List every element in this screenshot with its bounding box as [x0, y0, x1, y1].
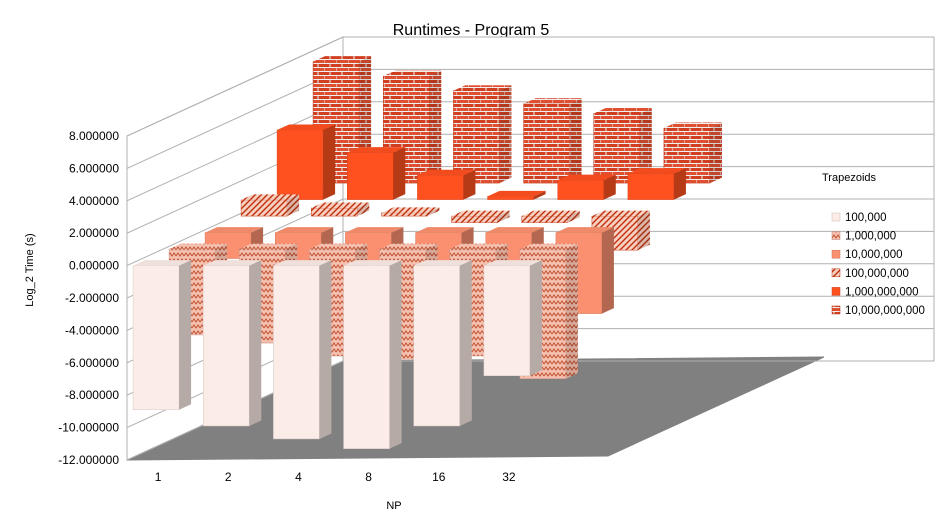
bar-10,000,000,000-np-32 — [663, 122, 722, 184]
bar-1,000,000,000-np-2 — [347, 147, 406, 200]
y-tick-labels: 8.000000 6.000000 4.000000 2.000000 0.000000… — [58, 129, 119, 467]
x-tick-labels: 1 2 4 8 16 32 — [155, 470, 516, 484]
bar-1,000,000,000-np-1 — [276, 124, 336, 200]
bar-100,000,000-np-2 — [311, 202, 370, 217]
legend-swatch — [831, 212, 841, 222]
legend-entry: 10,000,000 — [845, 249, 903, 261]
legend-entry: 100,000 — [845, 212, 887, 224]
chart-bars — [132, 56, 722, 449]
legend-swatch — [831, 305, 841, 315]
legend-title: Trapezoids — [822, 172, 877, 184]
gridline — [126, 360, 934, 461]
legend: Trapezoids 100,000 1,000,000 10,000,000 100… — [822, 172, 925, 317]
bar-1,000,000,000-np-16 — [557, 174, 616, 200]
bar-100,000-np-32 — [483, 260, 542, 377]
legend-swatch — [831, 231, 841, 240]
legend-entry: 1,000,000,000 — [845, 286, 919, 298]
bar-1,000,000,000-np-32 — [627, 168, 686, 200]
y-tick-label: -10.000000 — [58, 421, 119, 435]
legend-swatch — [831, 268, 841, 278]
legend-entry: 10,000,000,000 — [845, 305, 925, 317]
legend-entry: 100,000,000 — [845, 268, 909, 280]
bar-100,000-np-2 — [203, 260, 262, 427]
bar-1,000,000,000-np-4 — [417, 169, 476, 200]
x-tick-label: 8 — [365, 470, 372, 484]
x-tick-label: 1 — [155, 470, 162, 484]
y-tick-label: 0.000000 — [69, 259, 119, 273]
bar-100,000-np-1 — [132, 260, 192, 411]
legend-entry: 1,000,000 — [845, 231, 896, 243]
x-axis-title: NP — [386, 500, 401, 512]
y-tick-label: -8.000000 — [65, 388, 119, 402]
y-tick-label: -4.000000 — [65, 323, 119, 337]
bar-100,000-np-4 — [273, 260, 332, 440]
bar-100,000-np-8 — [343, 260, 402, 449]
x-tick-label: 16 — [432, 470, 446, 484]
chart-title: Runtimes - Program 5 — [393, 22, 550, 39]
y-tick-label: 4.000000 — [69, 194, 119, 208]
legend-swatch — [831, 249, 841, 259]
bar-100,000-np-16 — [413, 260, 472, 427]
gridline — [126, 36, 934, 137]
bar-10,000,000,000-np-2 — [383, 70, 442, 184]
legend-swatch — [831, 287, 841, 296]
y-tick-label: 6.000000 — [69, 161, 119, 175]
y-tick-label: -12.000000 — [58, 453, 119, 467]
y-axis-title: Log_2 Time (s) — [24, 233, 36, 306]
bar-100,000,000-np-1 — [240, 194, 300, 217]
bar-10,000,000,000-np-16 — [593, 107, 652, 184]
bar-10,000,000,000-np-4 — [453, 85, 512, 184]
x-tick-label: 2 — [225, 470, 232, 484]
bar-100,000,000-np-4 — [381, 207, 440, 217]
y-tick-label: -2.000000 — [65, 291, 119, 305]
bar-10,000,000,000-np-8 — [523, 98, 582, 184]
x-tick-label: 32 — [502, 470, 516, 484]
bar-1,000,000,000-np-8 — [487, 190, 546, 200]
x-tick-label: 4 — [295, 470, 302, 484]
bar-100,000,000-np-16 — [521, 210, 580, 223]
y-tick-label: 2.000000 — [69, 226, 119, 240]
y-tick-label: -6.000000 — [65, 356, 119, 370]
bar-100,000,000-np-8 — [451, 210, 510, 223]
y-tick-label: 8.000000 — [69, 129, 119, 143]
